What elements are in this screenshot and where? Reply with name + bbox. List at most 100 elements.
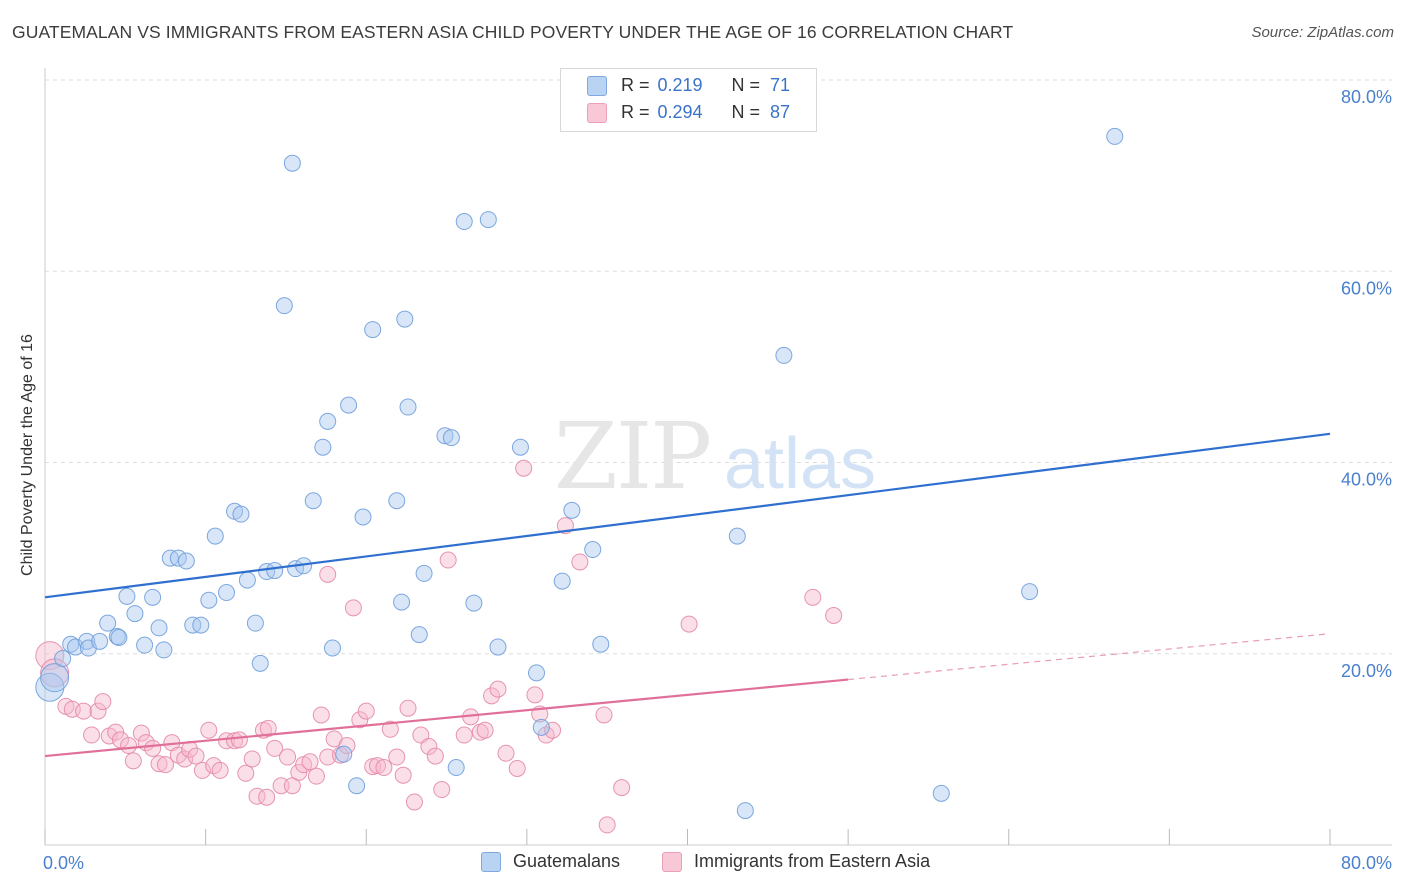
watermark-zip: ZIP xyxy=(554,403,710,510)
legend-swatch-blue xyxy=(481,851,501,872)
data-point-pink xyxy=(243,750,261,768)
data-point-pink xyxy=(120,737,138,755)
data-point-blue xyxy=(200,591,218,609)
data-point-pink xyxy=(439,551,457,569)
legend-swatch-pink xyxy=(587,102,607,123)
data-point-pink xyxy=(804,588,822,606)
data-point-pink xyxy=(150,755,168,773)
data-point-pink xyxy=(433,781,451,799)
data-point-blue xyxy=(126,605,144,623)
legend-item-eastern-asia: Immigrants from Eastern Asia xyxy=(662,851,930,872)
y-tick-label: 80.0% xyxy=(1341,87,1392,107)
trend-lines xyxy=(44,432,1331,758)
data-point-blue xyxy=(335,745,353,763)
data-point-blue xyxy=(40,663,70,693)
legend-swatch-blue xyxy=(587,75,607,96)
y-tick-label: 40.0% xyxy=(1341,470,1392,490)
data-point-blue xyxy=(67,638,85,656)
data-point-blue xyxy=(108,628,126,646)
grid-lines xyxy=(45,79,1392,655)
data-point-pink xyxy=(258,788,276,806)
data-point-blue xyxy=(728,527,746,545)
data-point-blue xyxy=(78,632,96,650)
legend-n-value: 71 xyxy=(770,75,791,95)
data-point-blue xyxy=(563,501,581,519)
data-point-blue xyxy=(410,626,428,644)
data-point-blue xyxy=(528,664,546,682)
data-point-pink xyxy=(571,553,589,571)
data-point-blue xyxy=(192,616,210,634)
data-point-blue xyxy=(396,310,414,328)
legend-n-label: N = xyxy=(731,75,761,95)
data-point-pink xyxy=(351,711,369,729)
data-point-pink xyxy=(357,702,375,720)
data-point-pink xyxy=(211,761,229,779)
tick-labels: 20.0% 40.0% 60.0% 80.0% 0.0% 80.0% xyxy=(43,87,1392,873)
y-tick-label: 60.0% xyxy=(1341,278,1392,298)
data-point-blue xyxy=(319,412,337,430)
data-point-pink xyxy=(483,687,501,705)
trend-line-blue xyxy=(44,432,1331,599)
data-point-pink xyxy=(193,761,211,779)
data-point-blue xyxy=(35,672,65,702)
data-point-pink xyxy=(279,748,297,766)
data-point-pink xyxy=(259,719,277,737)
data-point-pink xyxy=(200,721,218,739)
data-point-blue xyxy=(340,396,358,414)
legend-row-blue: R = 0.219 N = 71 xyxy=(587,75,790,96)
data-point-pink xyxy=(489,680,507,698)
data-point-pink xyxy=(613,779,631,797)
data-point-pink xyxy=(420,738,438,756)
data-point-pink xyxy=(176,750,194,768)
data-point-blue xyxy=(393,593,411,611)
data-point-blue xyxy=(479,211,497,229)
data-point-blue xyxy=(62,635,80,653)
data-point-pink xyxy=(476,721,494,739)
data-point-blue xyxy=(399,398,417,416)
data-point-pink xyxy=(94,693,112,711)
data-point-pink xyxy=(187,747,205,765)
chart-title: GUATEMALAN VS IMMIGRANTS FROM EASTERN AS… xyxy=(12,22,1014,42)
data-point-blue xyxy=(932,784,950,802)
source-credit: Source: ZipAtlas.com xyxy=(1251,24,1394,41)
data-point-pink xyxy=(83,726,101,744)
legend-item-guatemalans: Guatemalans xyxy=(481,851,620,872)
data-point-pink xyxy=(338,737,356,755)
data-point-blue xyxy=(110,628,128,646)
data-point-pink xyxy=(344,599,362,617)
data-point-blue xyxy=(324,639,342,657)
data-point-pink xyxy=(301,753,319,771)
data-point-pink xyxy=(307,767,325,785)
data-point-pink xyxy=(237,764,255,782)
data-point-blue xyxy=(511,438,529,456)
data-point-blue xyxy=(118,587,136,605)
legend-swatch-pink xyxy=(662,851,682,872)
series-legend: Guatemalans Immigrants from Eastern Asia xyxy=(0,851,1406,879)
data-point-pink xyxy=(394,766,412,784)
legend-label-eastern-asia: Immigrants from Eastern Asia xyxy=(694,851,931,871)
watermark-atlas: atlas xyxy=(724,424,876,504)
trend-line-pink xyxy=(44,678,849,758)
legend-label-guatemalans: Guatemalans xyxy=(513,851,621,871)
y-axis-label: Child Poverty Under the Age of 16 xyxy=(19,334,36,576)
data-point-pink xyxy=(595,706,613,724)
data-point-pink xyxy=(35,641,65,671)
data-point-blue xyxy=(251,654,269,672)
data-point-pink xyxy=(266,739,284,757)
legend-r-label: R = xyxy=(621,102,650,122)
data-point-blue xyxy=(232,505,250,523)
data-point-pink xyxy=(381,720,399,738)
data-point-blue xyxy=(246,614,264,632)
data-point-blue xyxy=(266,562,284,580)
data-point-blue xyxy=(150,619,168,637)
y-tick-label: 20.0% xyxy=(1341,661,1392,681)
data-point-blue xyxy=(584,541,602,559)
data-point-blue xyxy=(415,564,433,582)
data-point-pink xyxy=(515,459,533,477)
data-point-blue xyxy=(314,438,332,456)
legend-r-label: R = xyxy=(621,75,650,95)
data-point-pink xyxy=(388,748,406,766)
data-point-blue xyxy=(206,527,224,545)
data-point-blue xyxy=(489,638,507,656)
